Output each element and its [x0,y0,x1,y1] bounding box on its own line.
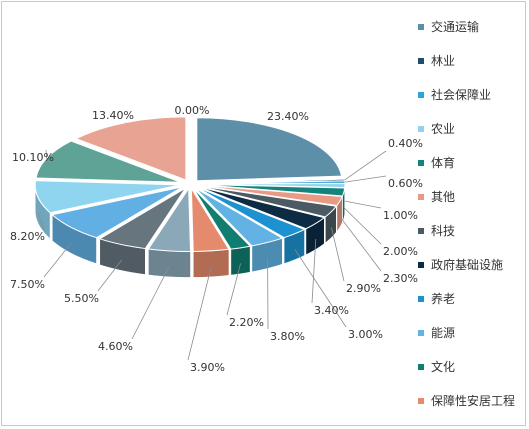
pie-slice [192,187,252,250]
pie-slice [199,185,338,218]
data-label: 10.10% [12,151,54,164]
legend-label: 科技 [431,224,456,238]
legend-swatch [418,228,424,234]
pie-slice [196,117,342,182]
leader-line [97,259,122,292]
legend-item: 文化 [418,358,529,392]
legend-swatch [418,364,424,370]
legend-item: 农业 [418,120,529,154]
legend-swatch [418,194,424,200]
legend-item: 其他 [418,188,529,222]
legend-item: 养老 [418,290,529,324]
legend-item: 交通运输 [418,18,529,52]
legend-item: 科技 [418,222,529,256]
data-label: 3.90% [190,361,225,374]
leader-line [343,207,382,245]
legend-swatch [418,126,424,132]
legend-label: 政府基础设施 [431,258,504,272]
pie-slice [51,186,183,239]
data-label: 2.00% [383,245,418,258]
pie-slice-side [192,248,230,278]
data-label: 3.00% [348,328,383,341]
pie-slice [190,186,230,252]
legend-item: 社会保障业 [418,86,529,120]
leader-line [344,175,387,183]
leader-line [37,212,45,230]
legend-label: 文化 [431,360,456,374]
legend-label: 农业 [431,122,456,136]
data-label: 3.40% [314,304,349,317]
legend-swatch [418,398,424,404]
legend-label: 体育 [431,156,456,170]
leader-lines [37,122,387,361]
data-label: 2.30% [383,272,418,285]
pie-slice [196,186,306,239]
data-label: 2.20% [229,316,264,329]
legend-item: 能源 [418,324,529,358]
legend-swatch [418,296,424,302]
pie-slice [98,187,186,250]
leader-line [43,242,72,278]
pie-slice [194,187,284,247]
data-label: 1.00% [383,209,418,222]
data-label: 0.00% [175,104,210,117]
legend-item: 体育 [418,154,529,188]
pie-slice [199,184,344,207]
data-labels: 23.40% 0.40% 0.60% 1.00% 2.00% 2.30%2.90% 3.40… [10,104,423,374]
leader-line [45,149,48,159]
legend-label: 能源 [431,326,456,340]
pie-slice [35,140,181,183]
legend-item: 保障性安居工程 [418,392,529,426]
data-label: 5.50% [64,292,99,305]
legend-item: 政府基础设施 [418,256,529,290]
legend-swatch [418,262,424,268]
legend-label: 交通运输 [431,20,480,34]
pie-slice-side [148,248,191,278]
legend-swatch [418,330,424,336]
data-label: 13.40% [92,109,134,122]
data-label: 2.90% [346,282,381,295]
data-label: 23.40% [267,110,309,123]
data-label: 8.20% [10,230,45,243]
legend-swatch [418,160,424,166]
leader-line [331,227,345,282]
pie-tops [34,116,346,252]
pie-slice [34,180,181,214]
legend-label: 养老 [431,292,456,306]
data-label: 4.60% [98,340,133,353]
pie-slice-side [230,245,251,276]
legend-label: 林业 [431,54,456,68]
leader-line [344,150,387,181]
legend-swatch [418,24,424,30]
leader-line [339,216,382,272]
leader-line [226,263,241,316]
pie-slice [147,186,192,252]
leader-line [294,249,347,328]
legend-swatch [418,92,424,98]
pie-sides [34,184,346,278]
data-label: 7.50% [10,278,45,291]
pie-slice [199,184,346,197]
data-label: 0.60% [388,177,423,190]
legend-label: 保障性安居工程 [431,394,516,408]
leader-line [344,200,382,209]
pie-slice [197,186,326,230]
leader-line [131,266,170,340]
legend-label: 其他 [431,190,456,204]
legend-label: 社会保障业 [431,88,492,102]
legend-swatch [418,58,424,64]
legend-item: 林业 [418,52,529,86]
leader-line [311,238,317,304]
leader-line [187,266,212,361]
data-label: 0.40% [388,137,423,150]
legend: 交通运输林业社会保障业农业体育其他科技政府基础设施 养老能源文化保障性安居工程 [418,18,529,426]
data-label: 3.80% [270,330,305,343]
